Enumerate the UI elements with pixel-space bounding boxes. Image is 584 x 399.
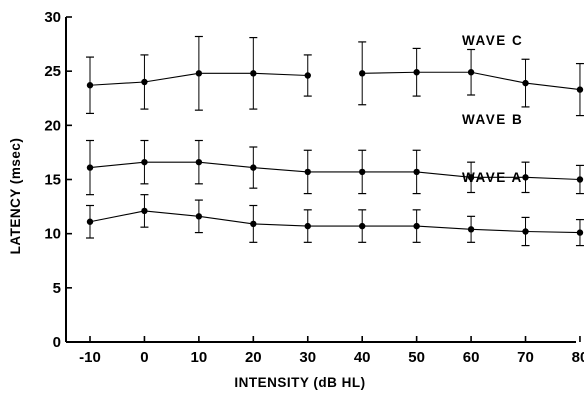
data-point	[413, 168, 420, 176]
data-point	[413, 222, 420, 230]
series-line-segment	[144, 210, 199, 217]
x-axis-title: INTENSITY (dB HL)	[234, 375, 365, 390]
x-tick-label: 70	[517, 349, 534, 366]
data-point	[141, 207, 148, 215]
series-marks: WAVE C WAVE B WAVE A	[86, 33, 584, 247]
x-tick-label: 30	[299, 349, 316, 366]
series-line-segment	[471, 228, 526, 233]
data-point	[86, 82, 94, 89]
y-axis-title: LATENCY (msec)	[8, 138, 23, 255]
series-line-segment	[525, 230, 580, 234]
x-tick-label: 0	[140, 349, 148, 366]
data-point	[195, 70, 203, 77]
series-line-segment	[416, 171, 472, 178]
data-point	[86, 218, 94, 225]
series-line-segment	[525, 82, 581, 91]
data-point	[467, 226, 475, 233]
data-point	[195, 213, 203, 220]
data-point	[576, 176, 584, 183]
series-line-segment	[89, 81, 145, 86]
series-label: WAVE B	[462, 112, 523, 127]
data-point	[86, 164, 94, 171]
data-point	[467, 174, 475, 181]
series-line-segment	[253, 167, 308, 173]
series: WAVE C	[86, 33, 584, 117]
x-tick-label: 60	[463, 349, 480, 366]
series-line-segment	[89, 210, 145, 223]
x-tick-label: 80	[572, 349, 584, 366]
series-line-segment	[89, 161, 145, 169]
data-point	[250, 164, 257, 171]
y-tick-label: 0	[53, 334, 61, 351]
data-point	[522, 79, 529, 87]
data-point	[141, 78, 148, 86]
y-tick-label: 30	[44, 9, 61, 26]
series-line-segment	[253, 223, 308, 227]
data-point	[467, 69, 475, 76]
series-line-segment	[198, 215, 254, 225]
data-point	[359, 222, 366, 230]
data-point	[359, 70, 366, 77]
data-point	[522, 228, 529, 235]
data-point	[304, 72, 311, 79]
series-label: WAVE A	[462, 170, 523, 185]
data-point	[413, 69, 420, 76]
series: WAVE B	[86, 112, 584, 196]
series-line-segment	[253, 72, 308, 77]
data-point	[576, 86, 584, 93]
series-line-segment	[198, 161, 254, 169]
y-tick-label: 15	[44, 172, 61, 189]
y-tick-label: 5	[53, 280, 61, 297]
data-point	[195, 158, 203, 166]
data-point	[250, 70, 257, 77]
y-tick-label: 10	[44, 226, 61, 243]
y-tick-label: 20	[44, 117, 61, 134]
series-label: WAVE C	[462, 33, 523, 48]
series-line-segment	[470, 71, 526, 84]
data-point	[141, 158, 148, 166]
x-tick-label: -10	[79, 349, 101, 366]
data-point	[304, 168, 311, 176]
data-point	[359, 168, 366, 176]
data-point	[576, 229, 584, 236]
series-line-segment	[525, 176, 580, 181]
x-tick-label: 20	[245, 349, 262, 366]
x-tick-label: 40	[354, 349, 371, 366]
series-line-segment	[416, 225, 472, 230]
x-tick-label: 10	[191, 349, 208, 366]
data-point	[522, 174, 529, 181]
axes: 0 5 10 15 20 25 30 -10 0 10 20 30 40 50 60 70 80	[44, 9, 584, 366]
series-line-segment	[362, 71, 417, 74]
y-tick-label: 25	[44, 63, 61, 80]
series: WAVE A	[86, 170, 584, 247]
data-point	[250, 220, 257, 228]
series-line-segment	[144, 72, 199, 83]
x-tick-label: 50	[408, 349, 425, 366]
data-point	[304, 222, 311, 230]
